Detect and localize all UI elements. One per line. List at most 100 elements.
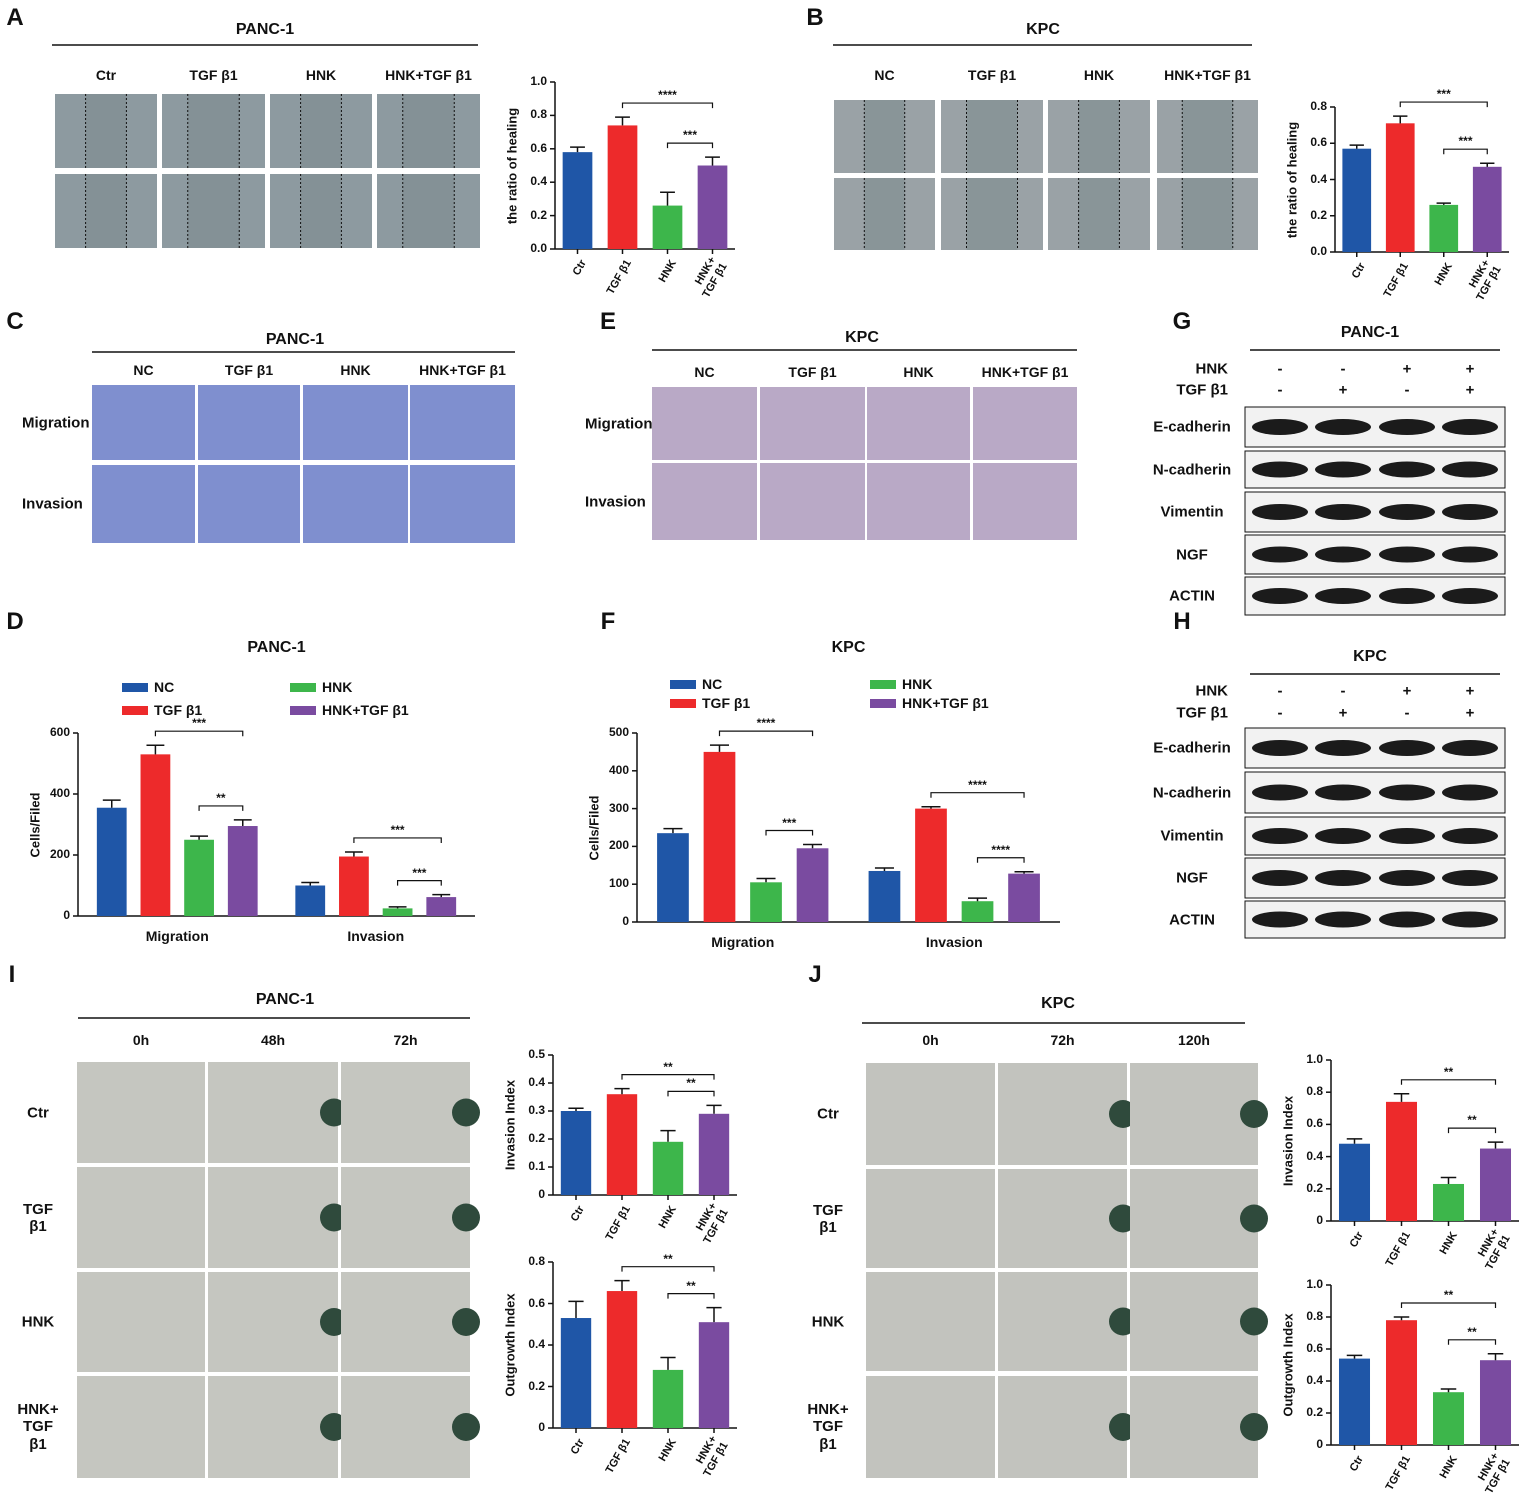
micrograph <box>1130 1169 1258 1268</box>
chart-title: KPC <box>831 638 866 656</box>
treatment-sign: + <box>1338 704 1348 722</box>
bar <box>607 125 638 249</box>
significance-bracket <box>667 1090 715 1097</box>
significance-bracket <box>396 880 442 886</box>
error-bar <box>967 897 988 902</box>
micrograph <box>341 1167 470 1268</box>
blot-band <box>1442 588 1498 604</box>
bar <box>184 839 214 916</box>
legend-label: NC <box>154 678 175 695</box>
significance-label: ** <box>1443 1288 1454 1303</box>
bar <box>703 751 736 922</box>
micrograph <box>208 1376 338 1478</box>
error-bar <box>570 146 585 153</box>
significance-bracket <box>930 792 1025 798</box>
bar <box>697 165 728 249</box>
micrograph <box>198 465 300 543</box>
treatment-sign: - <box>1340 360 1346 378</box>
y-tick-label: 0.8 <box>1306 1084 1323 1099</box>
error-bar <box>660 1129 676 1142</box>
column-header: HNK <box>903 363 934 380</box>
panel-title: PANC-1 <box>265 330 325 348</box>
treatment-sign: + <box>1465 360 1475 378</box>
error-bar <box>102 799 121 808</box>
column-header: 48h <box>260 1031 286 1048</box>
spheroid <box>1240 1307 1268 1336</box>
spheroid <box>1240 1204 1268 1233</box>
row-label: Ctr <box>27 1103 49 1121</box>
bar <box>698 1113 730 1195</box>
error-bar <box>233 819 252 827</box>
significance-label: ** <box>686 1076 696 1091</box>
y-tick-label: 300 <box>608 800 629 815</box>
significance-label: **** <box>756 716 776 731</box>
treatment-sign: + <box>1465 704 1475 722</box>
y-tick-label: 0.2 <box>1310 207 1327 222</box>
bar <box>560 1318 592 1428</box>
blot-band <box>1379 870 1435 886</box>
spheroid <box>452 1308 480 1336</box>
treatment-sign: - <box>1277 704 1283 722</box>
error-bar <box>146 744 165 755</box>
blot-band <box>1379 784 1435 801</box>
y-tick-label: 0.4 <box>528 1075 545 1090</box>
error-bar <box>706 1306 722 1323</box>
legend-label: NC <box>702 675 723 692</box>
x-tick-label: Migration <box>711 933 775 950</box>
treatment-sign: + <box>1402 360 1412 378</box>
micrograph <box>208 1167 338 1268</box>
treatment-sign: + <box>1465 682 1475 700</box>
column-header: 120h <box>1178 1031 1210 1048</box>
micrograph <box>92 385 195 460</box>
wound-gap <box>966 178 1018 250</box>
error-bar <box>1440 1388 1457 1393</box>
bar <box>1385 1320 1418 1445</box>
blot-band <box>1379 546 1435 563</box>
blot-band <box>1379 461 1435 478</box>
blot-band <box>1315 740 1371 756</box>
panel-letter: C <box>6 308 24 336</box>
column-header: HNK <box>340 361 371 378</box>
y-tick-label: 0.2 <box>528 1131 545 1146</box>
column-header: TGF β1 <box>224 361 274 378</box>
wound-gap <box>187 94 240 168</box>
significance-bracket <box>1400 1302 1497 1308</box>
error-bar <box>1393 1316 1410 1321</box>
y-axis-label: the ratio of healing <box>1284 121 1300 238</box>
blot-band <box>1442 828 1498 844</box>
error-bar <box>1346 1138 1363 1144</box>
bar <box>1479 1148 1512 1221</box>
x-tick-label: Invasion <box>347 927 405 944</box>
panel-title: PANC-1 <box>255 990 315 1008</box>
y-tick-label: 0.0 <box>530 241 547 256</box>
y-axis-label: Cells/Filed <box>27 791 43 858</box>
y-tick-label: 0.5 <box>528 1047 545 1062</box>
protein-label: Vimentin <box>1160 503 1224 521</box>
error-bar <box>705 156 720 166</box>
error-bar <box>1440 1176 1457 1184</box>
column-header: Ctr <box>95 66 117 83</box>
blot-title: KPC <box>1353 647 1387 665</box>
legend-label: TGF β1 <box>154 701 203 718</box>
bar <box>1429 204 1459 252</box>
panel-title: KPC <box>845 328 879 346</box>
bar <box>140 754 171 916</box>
y-tick-label: 400 <box>608 762 629 777</box>
y-tick-label: 1.0 <box>1306 1277 1323 1292</box>
treatment-sign: + <box>1465 381 1475 399</box>
significance-label: **** <box>968 777 987 792</box>
y-tick-label: 0 <box>622 914 629 929</box>
bar <box>562 152 593 249</box>
column-header: 72h <box>393 1031 418 1048</box>
blot-band <box>1252 870 1308 886</box>
treatment-sign: - <box>1277 381 1283 399</box>
panel-letter: I <box>8 961 16 989</box>
significance-label: *** <box>192 716 207 731</box>
treatment-sign: - <box>1277 360 1283 378</box>
micrograph <box>410 385 515 460</box>
significance-bracket <box>667 1293 715 1299</box>
error-bar <box>1014 870 1034 874</box>
error-bar <box>803 843 823 849</box>
y-tick-label: 0.6 <box>1306 1116 1323 1131</box>
significance-label: ** <box>663 1251 673 1266</box>
